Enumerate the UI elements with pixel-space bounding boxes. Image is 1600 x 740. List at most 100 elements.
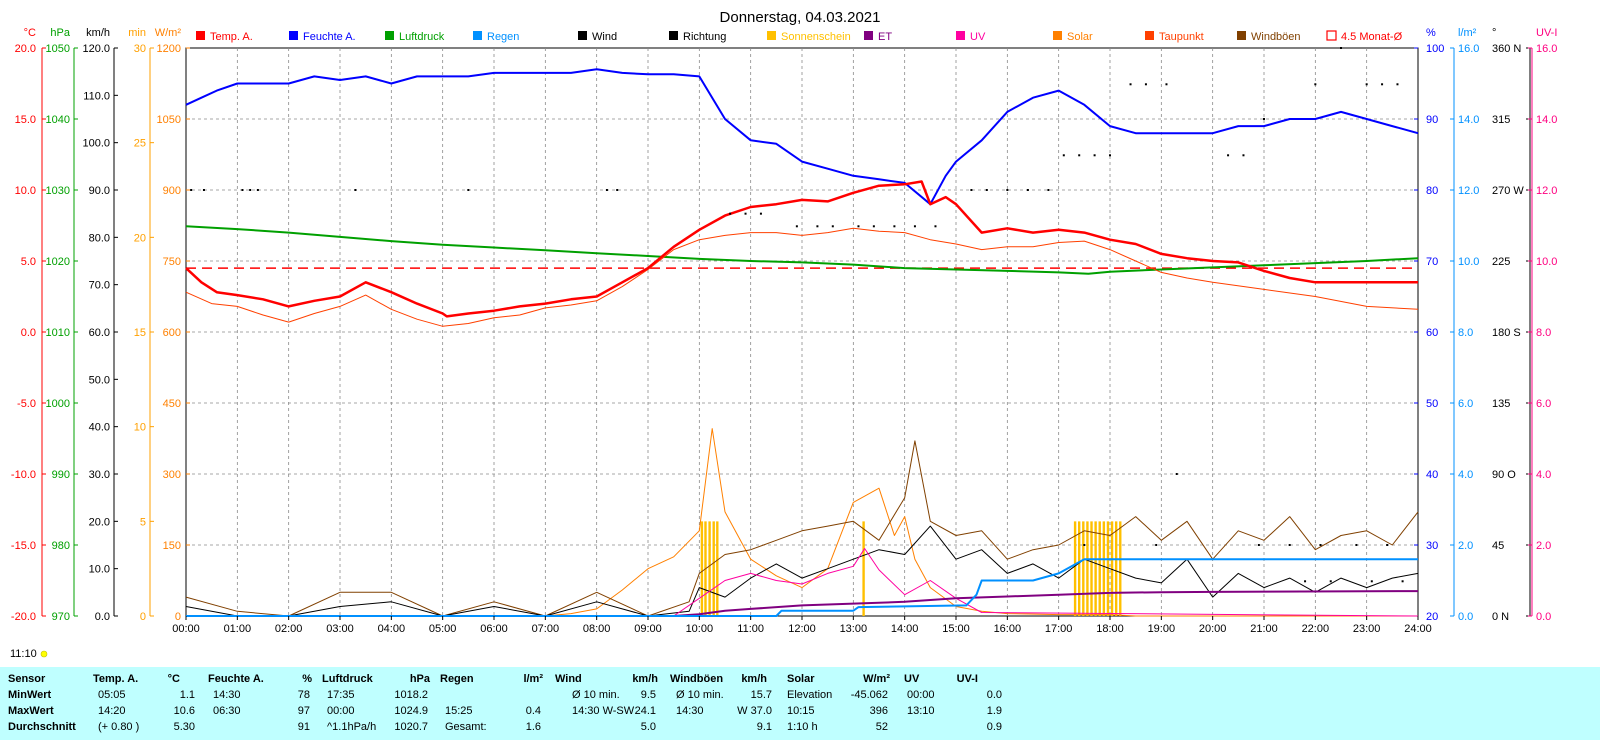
summary-label-solar: Elevation xyxy=(787,689,833,701)
summary-label-temp: 05:05 xyxy=(98,689,126,701)
x-tick-label: 20:00 xyxy=(1199,623,1227,635)
x-tick-label: 23:00 xyxy=(1353,623,1381,635)
right-axis-tick-label: 2.0 xyxy=(1536,540,1551,552)
summary-label-uv: 00:00 xyxy=(907,689,935,701)
summary-value-press: 1024.9 xyxy=(394,705,428,717)
sunrise-label: 11:10 xyxy=(10,648,37,660)
summary-value-rain: 0.4 xyxy=(525,705,541,717)
left-axis-tick-label: 900 xyxy=(163,185,181,197)
right-axis-tick-label: 2.0 xyxy=(1458,540,1473,552)
left-axis-tick-label: 1020 xyxy=(46,256,70,268)
left-axis-tick-label: 750 xyxy=(163,256,181,268)
legend-label: Solar xyxy=(1067,31,1093,43)
left-axis-tick-label: 300 xyxy=(163,469,181,481)
right-axis-tick-label: 70 xyxy=(1426,256,1438,268)
legend-swatch xyxy=(864,31,873,40)
axes: 20.0 15.0 10.0 5.0 0.0 -5.0 -10.0 -15.0 -20.0 °C 1… xyxy=(11,27,1558,623)
right-axis-unit: l/m² xyxy=(1458,27,1477,39)
summary-value-solar: 396 xyxy=(869,705,888,717)
legend-swatch xyxy=(196,31,205,40)
left-axis-tick-label: 70.0 xyxy=(89,280,110,292)
summary-header-hum: Feuchte A. xyxy=(208,673,264,685)
left-axis-tick-label: 90.0 xyxy=(89,185,110,197)
x-tick-label: 16:00 xyxy=(994,623,1022,635)
right-axis-tick-label: 50 xyxy=(1426,398,1438,410)
summary-value-hum: 91 xyxy=(297,721,310,733)
summary-value-gust: 9.1 xyxy=(756,721,772,733)
legend-label: Wind xyxy=(592,31,617,43)
wind-direction-dot xyxy=(893,225,896,228)
left-axis-tick-label: 0 xyxy=(140,611,146,623)
left-axis-tick-label: 10 xyxy=(134,422,146,434)
left-axis-unit: W/m² xyxy=(155,27,182,39)
wind-direction-dot xyxy=(1047,189,1050,191)
series-uv xyxy=(186,548,1419,617)
wind-direction-dot xyxy=(729,212,732,215)
left-axis-tick-label: 980 xyxy=(52,540,70,552)
right-axis-tick-label: 270 W xyxy=(1492,185,1524,197)
wind-direction-dot xyxy=(1396,83,1399,86)
right-axis-tick-label: 135 xyxy=(1492,398,1510,410)
left-axis-tick-label: -10.0 xyxy=(11,469,36,481)
wind-direction-dot xyxy=(241,189,244,191)
row-label-max: MaxWert xyxy=(8,705,54,717)
series-wind xyxy=(185,525,1419,617)
series-taupunkt xyxy=(185,227,1419,327)
right-axis-tick-label: 4.0 xyxy=(1536,469,1551,481)
sun-icon xyxy=(40,650,48,658)
left-axis-tick-label: 0.0 xyxy=(95,611,110,623)
left-axis-tick-label: 20 xyxy=(134,232,146,244)
wind-direction-dot xyxy=(1370,580,1373,583)
x-tick-label: 00:00 xyxy=(172,623,200,635)
wind-direction-dot xyxy=(354,189,357,191)
summary-value-wind: 9.5 xyxy=(640,689,656,701)
summary-value-uv: 0.0 xyxy=(986,689,1002,701)
summary-value-uv: 1.9 xyxy=(986,705,1002,717)
right-axis-tick-label: 0.0 xyxy=(1458,611,1473,623)
wind-direction-dot xyxy=(1319,544,1322,546)
summary-label-temp: 14:20 xyxy=(98,705,126,717)
left-axis-unit: min xyxy=(128,27,146,39)
series-feuchte-a xyxy=(185,68,1419,206)
left-axis-tick-label: 1010 xyxy=(46,327,70,339)
left-axis-tick-label: 15 xyxy=(134,327,146,339)
wind-direction-dot xyxy=(1109,154,1111,157)
right-axis-tick-label: 20 xyxy=(1426,611,1438,623)
legend-swatch xyxy=(1145,31,1154,40)
right-axis-tick-label: 10.0 xyxy=(1536,256,1557,268)
left-axis-tick-label: 100.0 xyxy=(82,138,110,150)
series-regen xyxy=(186,558,1418,617)
x-tick-label: 15:00 xyxy=(942,623,970,635)
right-axis-tick-label: 14.0 xyxy=(1458,114,1479,126)
summary-label-solar: 1:10 h xyxy=(787,721,818,733)
legend-swatch xyxy=(578,31,587,40)
summary-value-temp: 10.6 xyxy=(173,705,195,717)
wind-direction-dot xyxy=(1129,83,1132,86)
right-axis-tick-label: 180 S xyxy=(1492,327,1521,339)
summary-value-hum: 97 xyxy=(297,705,310,717)
summary-value-gust: W 37.0 xyxy=(737,705,772,717)
summary-value-gust: 15.7 xyxy=(750,689,772,701)
left-axis-tick-label: 60.0 xyxy=(89,327,110,339)
left-axis-tick-label: 20.0 xyxy=(89,516,110,528)
x-tick-label: 04:00 xyxy=(378,623,406,635)
wind-direction-dot xyxy=(831,225,834,228)
wind-direction-dot xyxy=(816,225,819,228)
right-axis-unit: UV-I xyxy=(1536,27,1557,39)
wind-direction-dot xyxy=(1263,118,1265,120)
wind-direction-dot xyxy=(1304,580,1307,583)
right-axis-tick-label: 100 xyxy=(1426,43,1444,55)
right-axis-tick-label: 0.0 xyxy=(1536,611,1551,623)
wind-direction-dot xyxy=(970,189,973,191)
wind-direction-dot xyxy=(467,189,470,191)
summary-value-temp: 1.1 xyxy=(179,689,195,701)
left-axis-tick-label: 990 xyxy=(52,469,70,481)
row-label-average: Durchschnitt xyxy=(8,721,76,733)
summary-label-wind: Ø 10 min. xyxy=(572,689,620,701)
chart-title: Donnerstag, 04.03.2021 xyxy=(720,9,881,26)
summary-value-hum: 78 xyxy=(297,689,310,701)
wind-direction-dot xyxy=(190,189,193,191)
left-axis-tick-label: 50.0 xyxy=(89,374,110,386)
left-axis-tick-label: 970 xyxy=(52,611,70,623)
summary-value-uv: 0.9 xyxy=(986,721,1002,733)
